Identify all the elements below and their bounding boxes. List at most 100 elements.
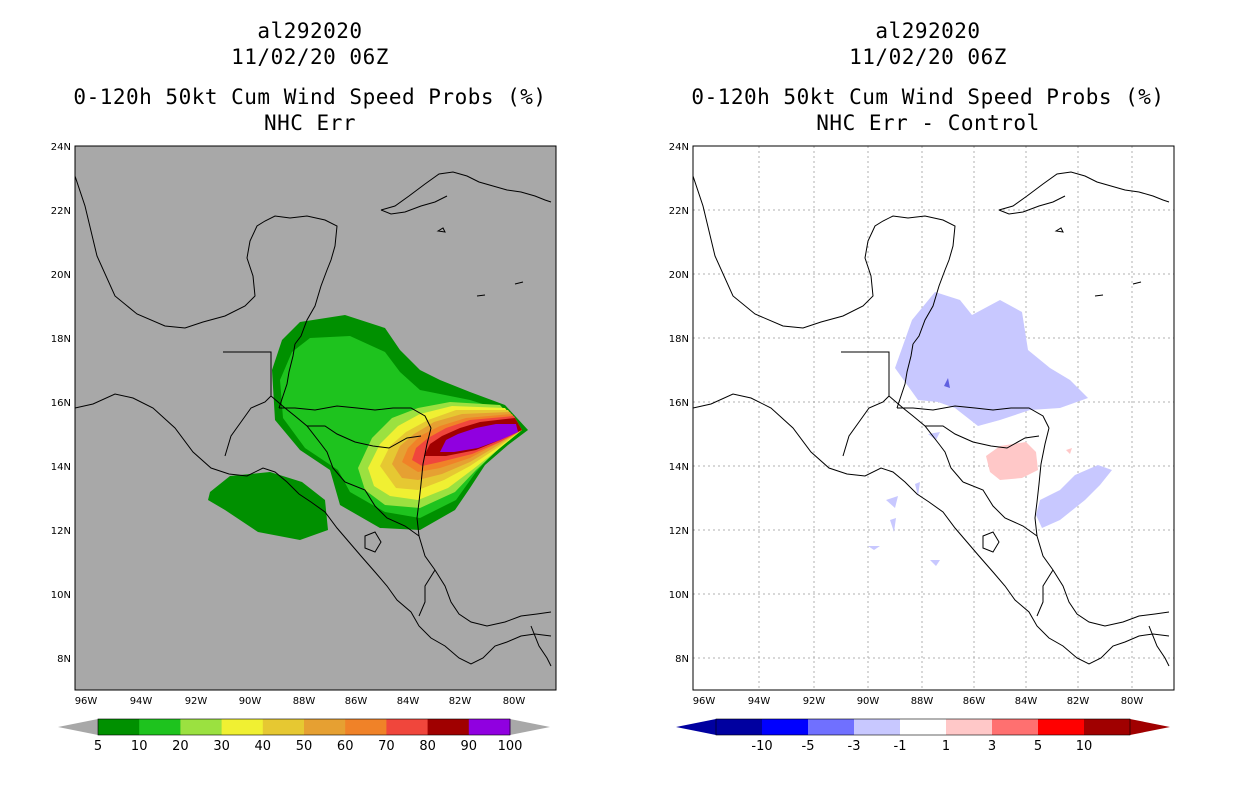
left-colorbar-swatch bbox=[468, 719, 511, 735]
right-lon-label: 86W bbox=[963, 696, 986, 707]
left-lat-axis: 24N 22N 20N 18N 16N 14N 12N 10N 8N bbox=[51, 142, 71, 665]
left-lat-label: 18N bbox=[51, 334, 71, 345]
right-map bbox=[692, 145, 1175, 691]
left-lon-label: 84W bbox=[397, 696, 420, 707]
right-lon-label: 94W bbox=[748, 696, 771, 707]
left-colorbar-label: 70 bbox=[378, 739, 395, 754]
left-colorbar-swatch bbox=[139, 719, 181, 735]
left-lat-label: 24N bbox=[51, 142, 71, 153]
right-colorbar-left-arrow bbox=[676, 719, 716, 735]
right-product-title: 0-120h 50kt Cum Wind Speed Probs (%) bbox=[691, 85, 1165, 109]
right-gridlines bbox=[693, 146, 1174, 690]
left-colorbar-label: 5 bbox=[94, 739, 102, 754]
right-colorbar-swatch bbox=[946, 719, 993, 735]
left-lon-axis: 96W 94W 92W 90W 88W 86W 84W 82W 80W bbox=[75, 696, 526, 707]
diff-contour-neg-1-to-3 bbox=[895, 292, 1088, 426]
right-lat-label: 14N bbox=[669, 462, 689, 473]
left-lat-label: 12N bbox=[51, 526, 71, 537]
left-lat-label: 22N bbox=[51, 206, 71, 217]
left-colorbar-swatch bbox=[180, 719, 223, 735]
left-colorbar-swatch bbox=[262, 719, 305, 735]
left-lon-label: 80W bbox=[503, 696, 526, 707]
right-lon-label: 92W bbox=[803, 696, 826, 707]
right-colorbar-outline bbox=[715, 718, 1131, 736]
left-lon-label: 86W bbox=[345, 696, 368, 707]
right-map-frame bbox=[692, 145, 1175, 691]
left-colorbar-label: 40 bbox=[255, 739, 272, 754]
left-probability-contours bbox=[75, 171, 552, 667]
left-lat-label: 10N bbox=[51, 590, 71, 601]
right-lat-label: 12N bbox=[669, 526, 689, 537]
right-colorbar-right-arrow bbox=[1130, 719, 1170, 735]
left-colorbar-label: 90 bbox=[461, 739, 478, 754]
diff-contour-neg-3-to-5 bbox=[944, 378, 950, 388]
right-lon-label: 80W bbox=[1121, 696, 1144, 707]
right-lon-label: 96W bbox=[693, 696, 716, 707]
right-colorbar-swatch bbox=[900, 719, 947, 735]
prob-contour-90 bbox=[440, 424, 518, 452]
right-subtitle: NHC Err - Control bbox=[816, 111, 1040, 135]
left-subtitle: NHC Err bbox=[263, 111, 356, 135]
right-colorbar-swatch bbox=[854, 719, 901, 735]
right-colorbar-label: 5 bbox=[1034, 739, 1042, 754]
left-colorbar-swatch bbox=[304, 719, 346, 735]
right-colorbar-label: -1 bbox=[894, 739, 907, 754]
diff-contour-neg-east bbox=[1036, 465, 1112, 528]
right-colorbar-swatch bbox=[992, 719, 1039, 735]
left-colorbar-label: 80 bbox=[419, 739, 436, 754]
left-colorbar-swatch bbox=[345, 719, 387, 735]
right-colorbar-label: 1 bbox=[942, 739, 950, 754]
left-colorbar-right-arrow bbox=[510, 719, 550, 735]
left-datetime: 11/02/20 06Z bbox=[231, 45, 389, 69]
right-lon-label: 84W bbox=[1015, 696, 1038, 707]
left-colorbar-label: 30 bbox=[213, 739, 230, 754]
right-colorbar-label: -5 bbox=[802, 739, 815, 754]
left-colorbar: 5 10 20 30 40 50 60 70 80 90 100 bbox=[58, 718, 550, 754]
right-lat-label: 22N bbox=[669, 206, 689, 217]
left-colorbar-label: 100 bbox=[498, 739, 523, 754]
right-lat-label: 8N bbox=[675, 654, 689, 665]
left-colorbar-swatch bbox=[98, 719, 140, 735]
right-colorbar-label: -3 bbox=[848, 739, 861, 754]
right-lat-label: 20N bbox=[669, 270, 689, 281]
right-colorbar: -10 -5 -3 -1 1 3 5 10 bbox=[676, 718, 1170, 754]
left-map bbox=[74, 145, 557, 691]
right-colorbar-swatch bbox=[1038, 719, 1085, 735]
left-storm-id: al292020 bbox=[257, 19, 363, 43]
left-colorbar-label: 20 bbox=[172, 739, 189, 754]
right-storm-id: al292020 bbox=[875, 19, 981, 43]
left-colorbar-swatch bbox=[386, 719, 429, 735]
left-lon-label: 94W bbox=[130, 696, 153, 707]
right-colorbar-swatch bbox=[762, 719, 809, 735]
right-lat-label: 24N bbox=[669, 142, 689, 153]
left-map-frame bbox=[74, 145, 557, 691]
left-product-title: 0-120h 50kt Cum Wind Speed Probs (%) bbox=[73, 85, 547, 109]
left-lat-label: 16N bbox=[51, 398, 71, 409]
left-colorbar-left-arrow bbox=[58, 719, 98, 735]
left-colorbar-label: 10 bbox=[131, 739, 148, 754]
left-colorbar-label: 50 bbox=[296, 739, 313, 754]
left-lon-label: 92W bbox=[185, 696, 208, 707]
right-lon-axis: 96W 94W 92W 90W 88W 86W 84W 82W 80W bbox=[693, 696, 1144, 707]
right-lat-axis: 24N 22N 20N 18N 16N 14N 12N 10N 8N bbox=[669, 142, 689, 665]
right-lon-label: 88W bbox=[911, 696, 934, 707]
right-lat-label: 10N bbox=[669, 590, 689, 601]
left-lon-label: 82W bbox=[449, 696, 472, 707]
right-colorbar-label: 10 bbox=[1076, 739, 1093, 754]
diff-contour-pos-1-to-3 bbox=[986, 442, 1072, 480]
right-lon-label: 82W bbox=[1067, 696, 1090, 707]
right-title-block: al292020 11/02/20 06Z 0-120h 50kt Cum Wi… bbox=[658, 18, 1198, 136]
left-lon-label: 88W bbox=[293, 696, 316, 707]
left-colorbar-label: 60 bbox=[337, 739, 354, 754]
left-colorbar-swatch bbox=[427, 719, 470, 735]
right-lat-label: 18N bbox=[669, 334, 689, 345]
right-datetime: 11/02/20 06Z bbox=[849, 45, 1007, 69]
right-colorbar-label: -10 bbox=[751, 739, 772, 754]
left-lat-label: 8N bbox=[57, 654, 71, 665]
right-map-background bbox=[693, 146, 1174, 690]
right-colorbar-swatch bbox=[1084, 719, 1131, 735]
left-colorbar-swatch bbox=[221, 719, 264, 735]
left-lon-label: 90W bbox=[239, 696, 262, 707]
left-title-block: al292020 11/02/20 06Z 0-120h 50kt Cum Wi… bbox=[40, 18, 580, 136]
